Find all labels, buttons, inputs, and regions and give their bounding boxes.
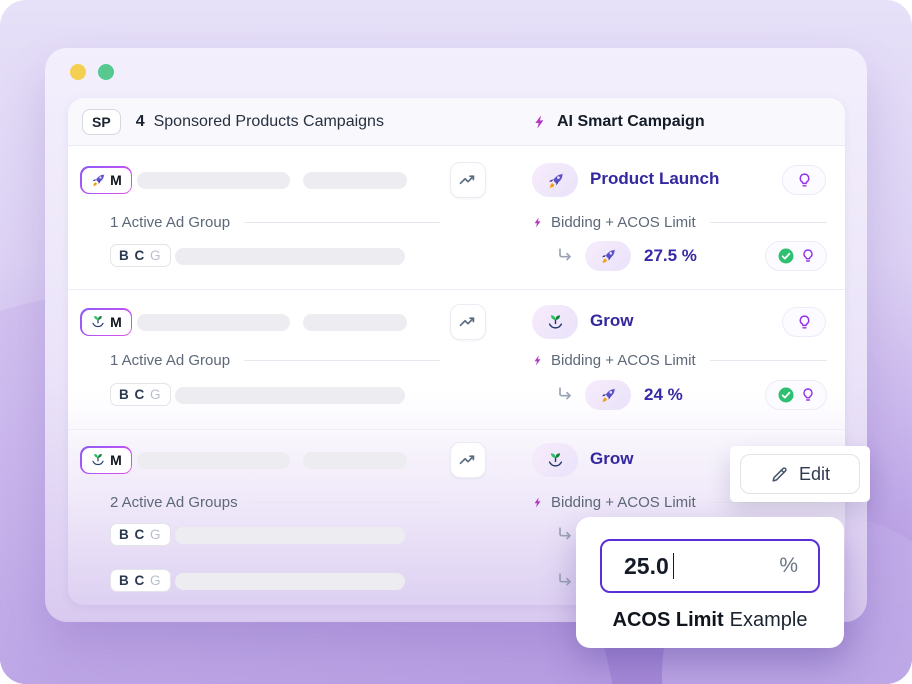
ad-group-count: 2 Active Ad Groups: [110, 494, 238, 511]
campaign-count: 4: [135, 112, 145, 130]
sprout-icon: [546, 313, 565, 332]
placeholder-bar: [175, 248, 405, 265]
acos-limit-input[interactable]: 25.0 %: [600, 539, 820, 593]
campaign-mode-badge[interactable]: M: [80, 308, 132, 336]
strategy-line: Bidding + ACOS Limit: [532, 214, 827, 231]
ad-group-count: 1 Active Ad Group: [110, 214, 231, 231]
ad-group-line: 2 Active Ad Groups: [110, 494, 440, 511]
acos-limit-example-card: 25.0 % ACOS Limit Example: [576, 517, 844, 648]
campaign-mode-badge[interactable]: M: [80, 166, 132, 194]
bid-rocket-pill: [585, 380, 631, 410]
corner-down-right-icon: [555, 384, 575, 404]
campaigns-panel: SP 4 Sponsored Products Campaigns AI Sma…: [68, 98, 845, 605]
rocket-icon: [599, 247, 617, 265]
sp-badge: SP: [82, 108, 121, 135]
strategy-line: Bidding + ACOS Limit: [532, 494, 827, 511]
campaign-type-pill: [532, 443, 578, 477]
placeholder-bar: [137, 172, 290, 189]
trend-up-icon: [458, 450, 478, 470]
corner-down-right-icon: [555, 524, 575, 544]
strategy-label: Bidding + ACOS Limit: [551, 352, 696, 369]
strategy-label: Bidding + ACOS Limit: [551, 214, 696, 231]
trend-up-icon: [458, 312, 478, 332]
bcg-chip[interactable]: B C G: [110, 523, 171, 546]
window-dot-yellow[interactable]: [70, 64, 86, 80]
campaign-type-pill: [532, 163, 578, 197]
trend-button[interactable]: [450, 304, 486, 340]
lightning-icon: [532, 113, 548, 131]
browser-window: SP 4 Sponsored Products Campaigns AI Sma…: [45, 48, 867, 622]
acos-limit-value: 24 %: [644, 385, 683, 404]
acos-example-label: ACOS Limit Example: [612, 609, 808, 631]
campaign-row: M Product Launch: [68, 146, 845, 290]
strategy-line: Bidding + ACOS Limit: [532, 352, 827, 369]
mode-letter: M: [110, 452, 122, 468]
lightbulb-icon: [800, 387, 816, 403]
trend-button[interactable]: [450, 162, 486, 198]
campaign-mode-badge[interactable]: M: [80, 446, 132, 474]
placeholder-bar: [175, 387, 405, 404]
sprout-icon: [90, 314, 106, 330]
acos-limit-value: 27.5 %: [644, 246, 697, 265]
edit-button[interactable]: Edit: [740, 454, 860, 494]
bcg-chip[interactable]: B C G: [110, 244, 171, 267]
lightbulb-icon: [796, 172, 813, 189]
pencil-icon: [770, 465, 789, 484]
sprout-icon: [546, 451, 565, 470]
acos-input-value: 25.0: [624, 552, 669, 579]
lightbulb-icon: [800, 248, 816, 264]
check-circle-icon: [777, 247, 795, 265]
panel-title: Sponsored Products Campaigns: [153, 112, 384, 130]
trend-up-icon: [458, 170, 478, 190]
placeholder-bar: [175, 527, 405, 544]
mode-letter: M: [110, 172, 122, 188]
suggestion-button[interactable]: [782, 307, 826, 337]
campaign-row: M Grow: [68, 430, 845, 605]
trend-button[interactable]: [450, 442, 486, 478]
bcg-chip[interactable]: B C G: [110, 383, 171, 406]
campaign-row: M Grow: [68, 290, 845, 430]
bid-rocket-pill: [585, 241, 631, 271]
edit-popover: Edit: [730, 446, 870, 502]
bcg-chip[interactable]: B C G: [110, 569, 171, 592]
lightbulb-icon: [796, 314, 813, 331]
rocket-icon: [90, 172, 106, 188]
placeholder-bar: [137, 452, 290, 469]
panel-header: SP 4 Sponsored Products Campaigns AI Sma…: [68, 98, 845, 146]
placeholder-bar: [175, 573, 405, 590]
status-pill[interactable]: [765, 380, 827, 410]
campaign-name[interactable]: Grow: [590, 449, 634, 468]
placeholder-bar: [137, 314, 290, 331]
campaign-name[interactable]: Product Launch: [590, 169, 720, 188]
rocket-icon: [546, 171, 565, 190]
lightning-icon: [532, 353, 544, 368]
placeholder-bar: [303, 452, 407, 469]
lightning-icon: [532, 215, 544, 230]
window-dot-green[interactable]: [98, 64, 114, 80]
strategy-label: Bidding + ACOS Limit: [551, 494, 696, 511]
ad-group-line: 1 Active Ad Group: [110, 352, 440, 369]
lightning-icon: [532, 495, 544, 510]
ad-group-count: 1 Active Ad Group: [110, 352, 231, 369]
corner-down-right-icon: [555, 570, 575, 590]
placeholder-bar: [303, 314, 407, 331]
mode-letter: M: [110, 314, 122, 330]
status-pill[interactable]: [765, 241, 827, 271]
sprout-icon: [90, 452, 106, 468]
ai-smart-campaign-title: AI Smart Campaign: [557, 112, 705, 130]
rocket-icon: [599, 386, 617, 404]
edit-button-label: Edit: [798, 463, 831, 484]
ad-group-line: 1 Active Ad Group: [110, 214, 440, 231]
check-circle-icon: [777, 386, 795, 404]
campaign-name[interactable]: Grow: [590, 311, 634, 330]
placeholder-bar: [303, 172, 407, 189]
corner-down-right-icon: [555, 245, 575, 265]
suggestion-button[interactable]: [782, 165, 826, 195]
campaign-type-pill: [532, 305, 578, 339]
text-caret: [672, 553, 675, 579]
percent-unit: %: [779, 554, 798, 577]
